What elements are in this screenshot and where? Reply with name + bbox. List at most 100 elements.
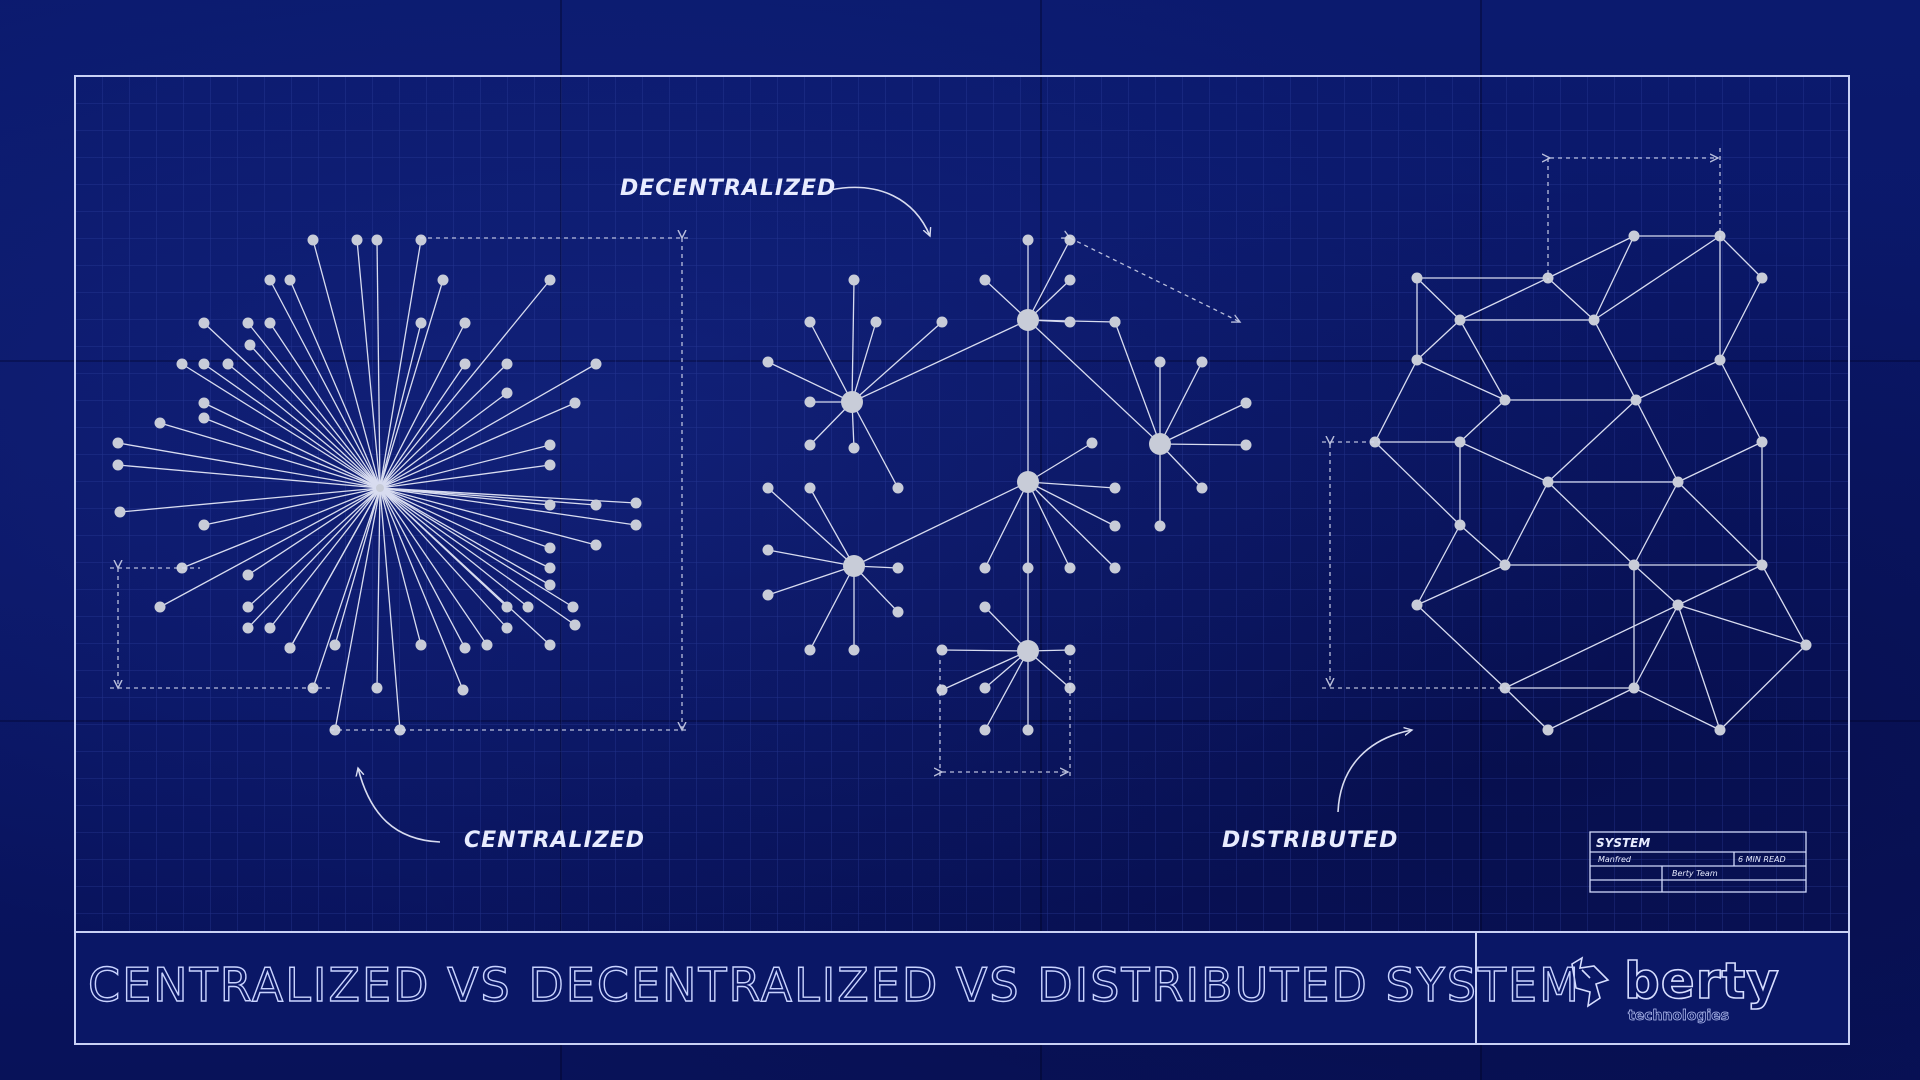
centralized-node bbox=[244, 339, 256, 351]
decentralized-node bbox=[804, 316, 816, 328]
distributed-node bbox=[1369, 436, 1381, 448]
title-block-table bbox=[1589, 831, 1807, 893]
decentralized-edge bbox=[767, 487, 855, 567]
distributed-network bbox=[1369, 230, 1812, 736]
distributed-node bbox=[1411, 599, 1423, 611]
distributed-edge bbox=[1459, 277, 1549, 321]
centralized-edge bbox=[379, 487, 422, 646]
centralized-node bbox=[242, 569, 254, 581]
centralized-node bbox=[501, 358, 513, 370]
centralized-edge bbox=[247, 322, 381, 489]
distributed-node bbox=[1628, 682, 1640, 694]
distributed-edge bbox=[1677, 604, 1721, 731]
centralized-edge bbox=[203, 417, 381, 489]
centralized-node bbox=[114, 506, 126, 518]
decentralized-node bbox=[979, 724, 991, 736]
distributed-edge bbox=[1633, 687, 1721, 731]
centralized-edge bbox=[379, 464, 551, 489]
centralized-node bbox=[544, 639, 556, 651]
decentralized-node bbox=[1109, 562, 1121, 574]
decentralized-node bbox=[1154, 356, 1166, 368]
centralized-edge bbox=[379, 487, 597, 546]
centralized-edge bbox=[117, 464, 381, 489]
decentralized-edge bbox=[1159, 443, 1247, 446]
decentralized-hub-node bbox=[1017, 471, 1039, 493]
centralized-hub-node bbox=[376, 484, 384, 492]
distributed-edge bbox=[1633, 564, 1679, 606]
decentralized-node bbox=[762, 544, 774, 556]
distributed-node bbox=[1714, 724, 1726, 736]
distributed-node bbox=[1499, 559, 1511, 571]
decentralized-node bbox=[1196, 356, 1208, 368]
centralized-node bbox=[198, 397, 210, 409]
decentralized-hub-link bbox=[851, 319, 1029, 403]
centralized-node bbox=[222, 358, 234, 370]
centralized-node bbox=[415, 234, 427, 246]
centralized-node bbox=[459, 358, 471, 370]
label-arrows bbox=[358, 186, 1412, 843]
decentralized-node bbox=[804, 482, 816, 494]
centralized-node bbox=[481, 639, 493, 651]
centralized-edge bbox=[379, 279, 444, 489]
distributed-edge bbox=[1761, 564, 1807, 646]
centralized-edge bbox=[379, 487, 401, 731]
decentralized-node bbox=[762, 482, 774, 494]
decentralized-hub-node bbox=[843, 555, 865, 577]
distributed-node bbox=[1672, 599, 1684, 611]
decentralized-edge bbox=[1027, 481, 1071, 569]
decentralized-node bbox=[1022, 562, 1034, 574]
centralized-node bbox=[544, 459, 556, 471]
centralized-edge bbox=[379, 487, 637, 526]
centralized-edge bbox=[379, 487, 576, 626]
decentralized-edge bbox=[941, 649, 1029, 652]
centralized-edge bbox=[227, 363, 381, 489]
centralized-edge bbox=[379, 487, 464, 691]
centralized-edge bbox=[247, 487, 381, 576]
distributed-label: DISTRIBUTED bbox=[1222, 828, 1399, 853]
centralized-node bbox=[457, 684, 469, 696]
centralized-node bbox=[198, 317, 210, 329]
centralized-edge bbox=[117, 442, 381, 489]
decentralized-node bbox=[1240, 397, 1252, 409]
distributed-edge bbox=[1504, 604, 1679, 689]
centralized-edge bbox=[379, 487, 574, 608]
distributed-edge bbox=[1504, 687, 1549, 731]
centralized-node bbox=[154, 417, 166, 429]
distributed-edge bbox=[1635, 359, 1721, 401]
centralized-node bbox=[630, 497, 642, 509]
decentralized-edge bbox=[1027, 442, 1093, 483]
decentralized-edge bbox=[851, 321, 943, 403]
decentralized-node bbox=[1154, 520, 1166, 532]
distributed-edge bbox=[1677, 604, 1807, 646]
centralized-node bbox=[590, 358, 602, 370]
logo-subtitle: technologies bbox=[1628, 1008, 1730, 1025]
centralized-edge bbox=[247, 487, 381, 629]
centralized-edge bbox=[379, 487, 508, 629]
centralized-edge bbox=[159, 422, 381, 489]
centralized-edge bbox=[379, 363, 597, 489]
decentralized-node bbox=[848, 644, 860, 656]
decentralized-node bbox=[1064, 644, 1076, 656]
distributed-edge bbox=[1459, 524, 1506, 566]
decentralized-edge bbox=[984, 481, 1029, 569]
centralized-edge bbox=[249, 344, 381, 489]
centralized-edge bbox=[379, 322, 422, 489]
distributed-node bbox=[1756, 436, 1768, 448]
decentralized-node bbox=[1109, 520, 1121, 532]
centralized-node bbox=[307, 234, 319, 246]
distributed-edge bbox=[1416, 604, 1506, 689]
distributed-edge bbox=[1416, 524, 1461, 606]
centralized-edge bbox=[203, 402, 381, 489]
centralized-node bbox=[501, 601, 513, 613]
distributed-edge bbox=[1504, 481, 1549, 566]
centralized-edge bbox=[379, 402, 576, 489]
decentralized-edge bbox=[851, 321, 877, 403]
decentralized-node bbox=[1022, 234, 1034, 246]
decentralized-edge bbox=[767, 549, 855, 567]
decentralized-node bbox=[804, 396, 816, 408]
distributed-edge bbox=[1593, 235, 1721, 321]
centralized-node bbox=[437, 274, 449, 286]
centralized-edge bbox=[334, 487, 381, 731]
distributed-node bbox=[1714, 354, 1726, 366]
centralized-node bbox=[544, 542, 556, 554]
